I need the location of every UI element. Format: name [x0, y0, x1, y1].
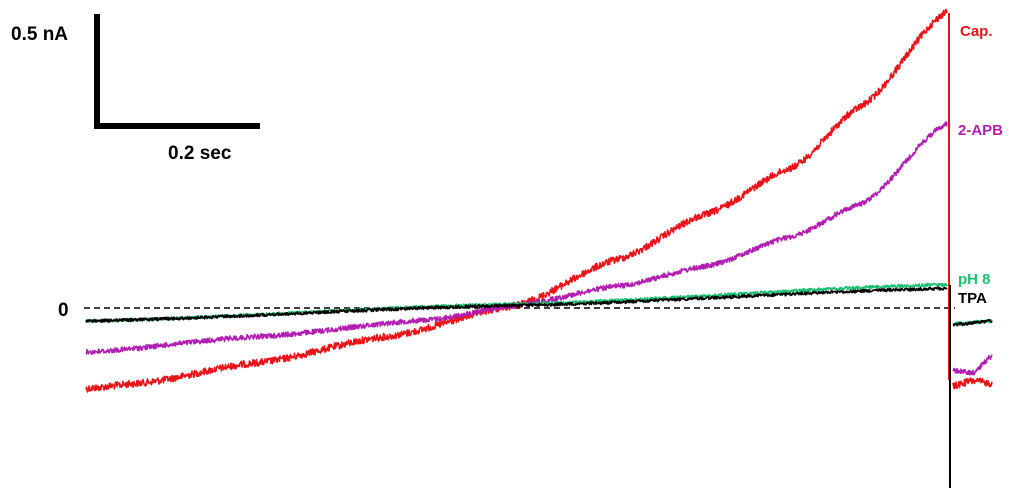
series-label-ph8: pH 8	[958, 271, 991, 288]
scale-bar-x-label: 0.2 sec	[168, 143, 232, 164]
scale-bar-y-label: 0.5 nA	[11, 24, 68, 45]
series-label-tpa: TPA	[958, 290, 987, 307]
trace-ramp-0	[85, 8, 948, 393]
trace-ramp-3	[85, 286, 948, 323]
trace-post-0	[952, 377, 993, 390]
zero-label: 0	[58, 300, 69, 321]
series-cap	[85, 8, 993, 393]
trace-post-3	[952, 319, 993, 327]
trace-post-1	[952, 354, 993, 376]
series-tpa	[85, 286, 993, 327]
series-label-2apb: 2-APB	[958, 122, 1003, 139]
series-label-cap: Cap.	[960, 23, 993, 40]
